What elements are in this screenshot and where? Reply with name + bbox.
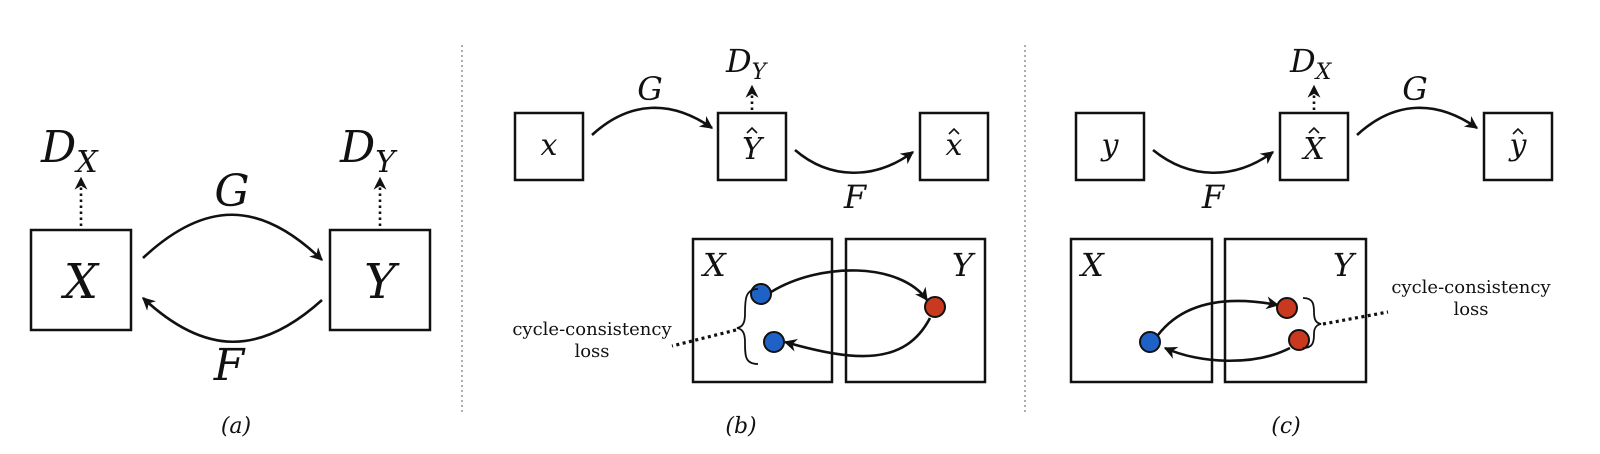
node-x-hat-label: X [1301,132,1326,167]
domain-x-label: X [1078,246,1105,284]
f-arrow [1152,148,1275,175]
node-x-box [29,228,133,332]
node-y-hat-label: Y [742,132,765,167]
g-label: G [1402,70,1428,108]
loss-label-line1: cycle-consistency [1391,277,1551,298]
f-label: F [843,178,868,216]
loss-brace [736,288,759,365]
node-y-box [328,228,432,332]
caption-c: (c) [1271,414,1301,439]
hat-accent [1308,126,1320,134]
panel-b: x Y x DY G F X Y cycle-consistency loss … [512,42,990,439]
caption-a: (a) [221,414,251,439]
source-point [750,283,772,305]
node-y-input-label: y [1100,128,1120,163]
translated-point [924,296,946,318]
g-label: G [637,70,663,108]
f-arrow [794,149,915,175]
panel-c: y X y DX F G X Y cycle-consistency loss … [1069,42,1554,439]
node-x-hat-box [1278,111,1350,182]
domain-y-label: Y [952,246,976,284]
forward-mapping-arrow [1156,296,1280,336]
reconstructed-point [1288,329,1310,351]
discriminator-dy: DY [339,122,398,180]
node-y-hat-label: y [1508,128,1528,163]
discriminator-dy: DY [725,42,769,85]
backward-mapping-arrow [1163,346,1291,363]
hat-accent [746,126,758,134]
loss-label-line1: cycle-consistency [512,319,672,340]
backward-mapping-arrow [783,317,932,358]
g-label: G [214,166,249,217]
node-x-input-label: x [541,128,558,163]
discriminator-dx: DX [40,122,99,180]
domain-x-box [691,237,834,384]
node-y-label: Y [364,254,400,310]
node-x-input-box [513,111,585,182]
g-arrow [591,106,714,136]
hat-accent [948,127,960,135]
domain-y-box [844,237,987,384]
discriminator-dx: DX [1289,42,1333,85]
g-arrow [1356,106,1479,136]
loss-label-line2: loss [1453,299,1488,320]
node-x-label: X [60,254,100,310]
reconstructed-point [763,331,785,353]
loss-dotted-line [1322,310,1389,326]
f-arrow [142,297,323,343]
domain-x-label: X [700,246,727,284]
f-label: F [1201,178,1226,216]
loss-dotted-line [671,328,737,348]
source-point [1139,331,1161,353]
f-label: F [213,340,246,391]
panel-a: X Y DX DY G F (a) [29,122,432,439]
node-x-hat-label: x [946,128,963,163]
node-y-hat-box [1482,111,1554,182]
g-arrow [142,213,323,261]
domain-x-box [1069,237,1214,384]
domain-y-box [1223,237,1368,384]
node-y-hat-box [716,111,788,182]
node-y-input-box [1074,111,1146,182]
caption-b: (b) [725,414,756,439]
loss-label-line2: loss [574,341,609,362]
hat-accent [1512,127,1524,135]
translated-point [1276,297,1298,319]
loss-brace [1302,297,1322,349]
domain-y-label: Y [1333,246,1357,284]
node-x-hat-box [918,111,990,182]
forward-mapping-arrow [770,269,929,302]
